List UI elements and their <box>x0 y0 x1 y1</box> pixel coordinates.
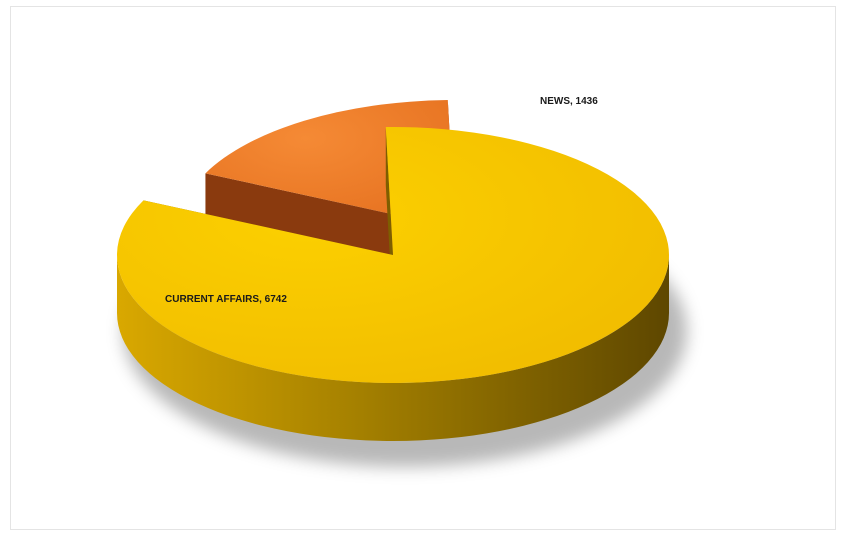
data-label-current-affairs: CURRENT AFFAIRS, 6742 <box>165 294 287 305</box>
slice-top <box>116 127 670 384</box>
pie-slice-current-affairs <box>116 127 670 441</box>
slice-side <box>117 255 669 441</box>
data-label-news: NEWS, 1436 <box>540 96 598 107</box>
